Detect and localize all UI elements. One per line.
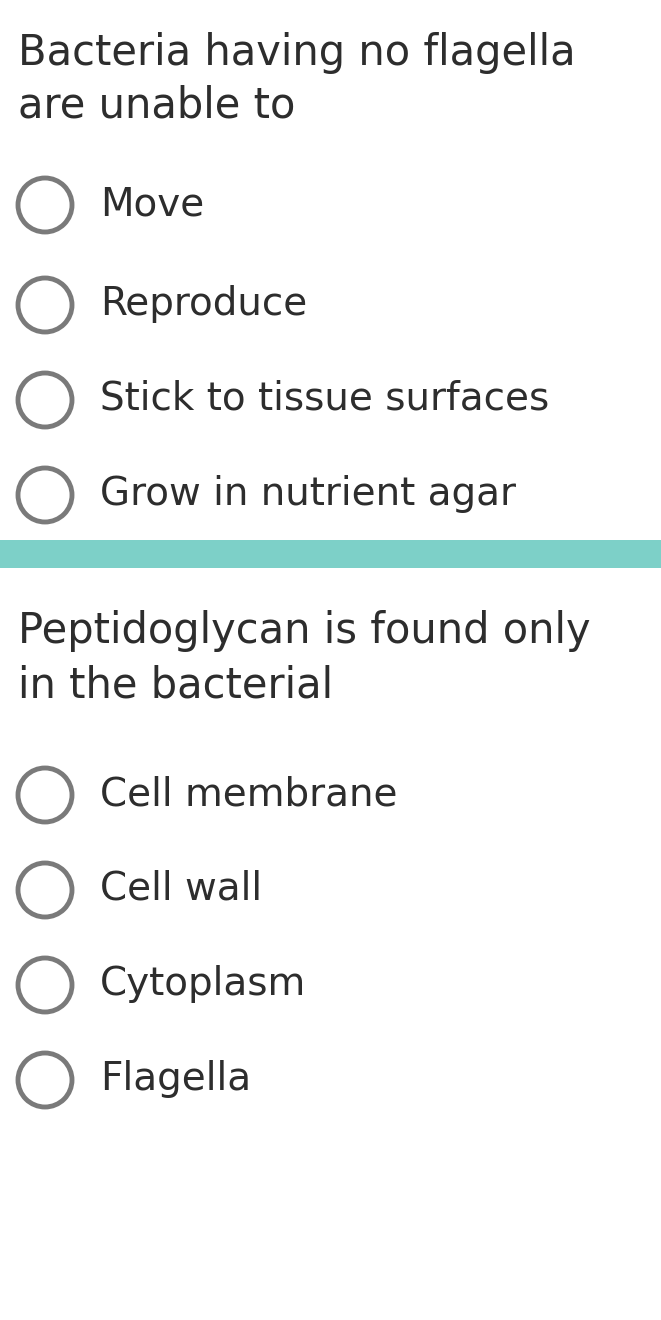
Bar <box>0 540 661 568</box>
Text: Move: Move <box>100 185 204 223</box>
Circle shape <box>18 1053 72 1107</box>
Circle shape <box>18 469 72 521</box>
Text: Stick to tissue surfaces: Stick to tissue surfaces <box>100 380 549 418</box>
Text: are unable to: are unable to <box>18 84 295 127</box>
Circle shape <box>18 958 72 1012</box>
Text: Flagella: Flagella <box>100 1060 251 1098</box>
Text: Cell membrane: Cell membrane <box>100 775 397 813</box>
Circle shape <box>18 863 72 917</box>
Text: Bacteria having no flagella: Bacteria having no flagella <box>18 32 576 74</box>
Circle shape <box>18 768 72 822</box>
Text: Grow in nutrient agar: Grow in nutrient agar <box>100 475 516 513</box>
Circle shape <box>18 374 72 426</box>
Circle shape <box>18 279 72 333</box>
Text: Cell wall: Cell wall <box>100 870 262 908</box>
Text: in the bacterial: in the bacterial <box>18 665 333 708</box>
Text: Cytoplasm: Cytoplasm <box>100 965 306 1003</box>
Text: Reproduce: Reproduce <box>100 285 307 323</box>
Text: Peptidoglycan is found only: Peptidoglycan is found only <box>18 610 591 652</box>
Circle shape <box>18 178 72 232</box>
